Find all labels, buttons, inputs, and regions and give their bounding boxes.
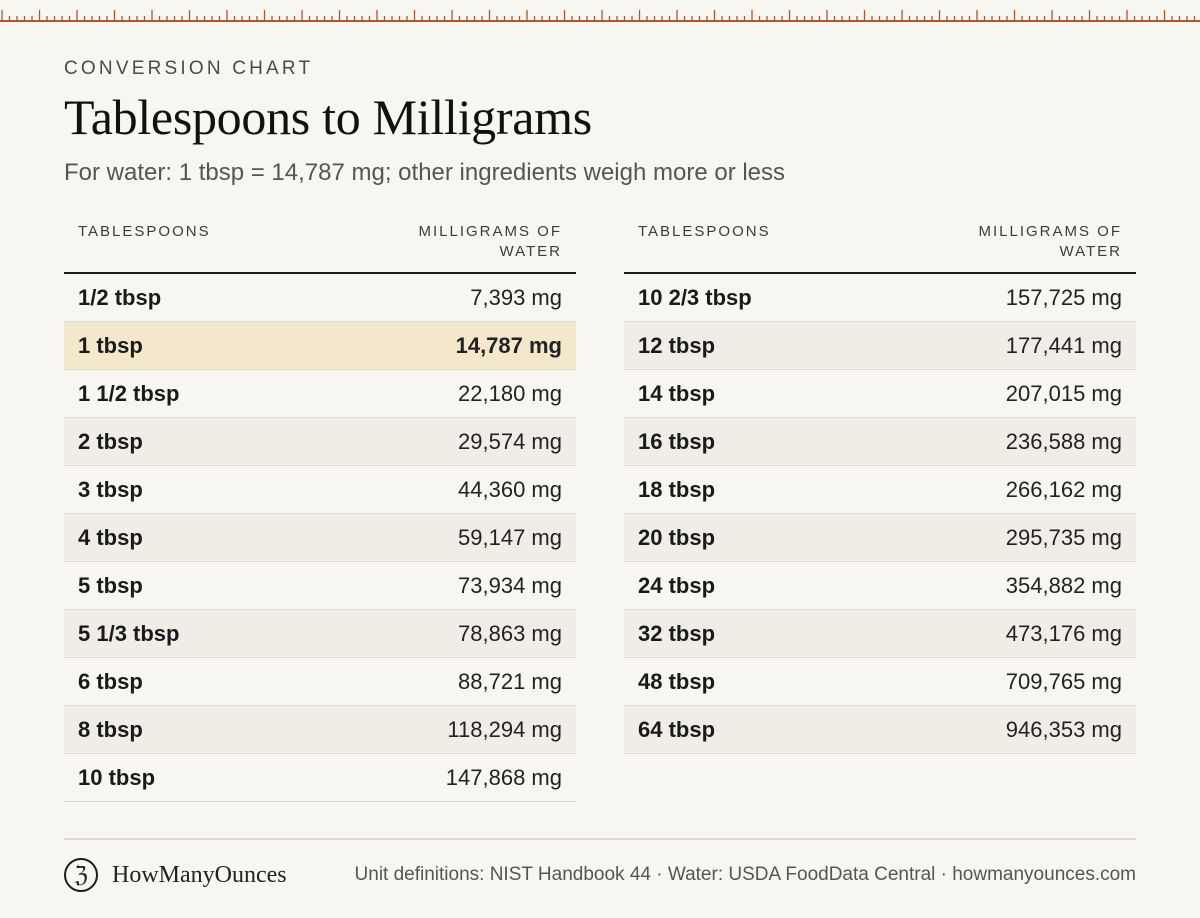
tablespoons-cell: 3 tbsp	[78, 476, 143, 502]
table-row: 8 tbsp 118,294 mg	[64, 706, 576, 754]
tablespoons-cell: 2 tbsp	[78, 428, 143, 454]
column-header-line: WATER	[499, 243, 562, 260]
table-body: 1/2 tbsp 7,393 mg 1 tbsp 14,787 mg 1 1/2 tbs…	[64, 274, 576, 802]
column-header-line: WATER	[1059, 243, 1122, 260]
table-row: 1/2 tbsp 7,393 mg	[64, 274, 576, 322]
table-row: 18 tbsp 266,162 mg	[624, 466, 1136, 514]
conversion-table-left: TABLESPOONS MILLIGRAMS OF WATER 1/2 tbsp…	[64, 220, 576, 802]
table-row: 14 tbsp 207,015 mg	[624, 370, 1136, 418]
page-subtitle: For water: 1 tbsp = 14,787 mg; other ing…	[64, 159, 786, 186]
milligrams-cell: 236,588 mg	[1005, 428, 1122, 454]
ruler-ticks	[1, 10, 1196, 22]
tablespoons-cell: 1 1/2 tbsp	[78, 380, 180, 406]
table-row: 2 tbsp 29,574 mg	[64, 418, 576, 466]
milligrams-cell: 157,725 mg	[1005, 284, 1122, 310]
tablespoons-cell: 5 1/3 tbsp	[78, 620, 180, 646]
brand-logo-icon: ℨ	[64, 858, 98, 892]
tablespoons-cell: 1/2 tbsp	[78, 284, 162, 310]
tablespoons-cell: 10 2/3 tbsp	[638, 284, 752, 310]
table-row: 24 tbsp 354,882 mg	[624, 562, 1136, 610]
table-row: 5 tbsp 73,934 mg	[64, 562, 576, 610]
milligrams-cell: 946,353 mg	[1005, 716, 1122, 742]
table-row: 10 tbsp 147,868 mg	[64, 754, 576, 802]
column-header-line: MILLIGRAMS OF	[978, 223, 1122, 240]
tablespoons-cell: 8 tbsp	[78, 716, 143, 742]
conversion-table-right: TABLESPOONS MILLIGRAMS OF WATER 10 2/3 t…	[624, 220, 1136, 754]
milligrams-cell: 22,180 mg	[458, 380, 562, 406]
tablespoons-cell: 12 tbsp	[638, 332, 716, 358]
ruler-decoration	[0, 0, 1200, 22]
table-row: 6 tbsp 88,721 mg	[64, 658, 576, 706]
column-header-milligrams: MILLIGRAMS OF WATER	[418, 222, 562, 272]
tablespoons-cell: 1 tbsp	[78, 332, 143, 358]
table-row: 64 tbsp 946,353 mg	[624, 706, 1136, 754]
eyebrow-label: CONVERSION CHART	[64, 58, 314, 79]
milligrams-cell: 14,787 mg	[455, 332, 562, 358]
tablespoons-cell: 16 tbsp	[638, 428, 716, 454]
brand-logo[interactable]: ℨ HowManyOunces	[64, 858, 287, 892]
tablespoons-cell: 4 tbsp	[78, 524, 143, 550]
milligrams-cell: 88,721 mg	[458, 668, 562, 694]
milligrams-cell: 177,441 mg	[1005, 332, 1122, 358]
tablespoons-cell: 18 tbsp	[638, 476, 716, 502]
column-header-line: MILLIGRAMS OF	[418, 223, 562, 240]
table-row: 3 tbsp 44,360 mg	[64, 466, 576, 514]
tablespoons-cell: 6 tbsp	[78, 668, 143, 694]
milligrams-cell: 473,176 mg	[1005, 620, 1122, 646]
table-row: 1 tbsp 14,787 mg	[64, 322, 576, 370]
milligrams-cell: 118,294 mg	[447, 716, 562, 742]
column-header-tablespoons: TABLESPOONS	[78, 223, 211, 240]
table-row: 4 tbsp 59,147 mg	[64, 514, 576, 562]
table-header: TABLESPOONS MILLIGRAMS OF WATER	[624, 220, 1136, 274]
tablespoons-cell: 20 tbsp	[638, 524, 716, 550]
column-header-milligrams: MILLIGRAMS OF WATER	[978, 222, 1122, 272]
tablespoons-cell: 10 tbsp	[78, 764, 156, 790]
milligrams-cell: 295,735 mg	[1005, 524, 1122, 550]
tablespoons-cell: 24 tbsp	[638, 572, 716, 598]
table-row: 12 tbsp 177,441 mg	[624, 322, 1136, 370]
table-row: 10 2/3 tbsp 157,725 mg	[624, 274, 1136, 322]
tablespoons-cell: 14 tbsp	[638, 380, 716, 406]
brand-name: HowManyOunces	[112, 861, 287, 888]
tablespoons-cell: 5 tbsp	[78, 572, 143, 598]
tablespoons-cell: 32 tbsp	[638, 620, 716, 646]
milligrams-cell: 44,360 mg	[458, 476, 562, 502]
table-row: 32 tbsp 473,176 mg	[624, 610, 1136, 658]
milligrams-cell: 709,765 mg	[1005, 668, 1122, 694]
milligrams-cell: 266,162 mg	[1005, 476, 1122, 502]
page-title: Tablespoons to Milligrams	[64, 89, 592, 145]
table-row: 5 1/3 tbsp 78,863 mg	[64, 610, 576, 658]
milligrams-cell: 73,934 mg	[458, 572, 562, 598]
milligrams-cell: 29,574 mg	[458, 428, 562, 454]
table-body: 10 2/3 tbsp 157,725 mg 12 tbsp 177,441 mg 14…	[624, 274, 1136, 754]
column-header-tablespoons: TABLESPOONS	[638, 223, 771, 240]
footer-divider	[64, 838, 1136, 840]
milligrams-cell: 354,882 mg	[1005, 572, 1122, 598]
milligrams-cell: 147,868 mg	[445, 764, 562, 790]
table-row: 16 tbsp 236,588 mg	[624, 418, 1136, 466]
table-row: 1 1/2 tbsp 22,180 mg	[64, 370, 576, 418]
table-row: 48 tbsp 709,765 mg	[624, 658, 1136, 706]
milligrams-cell: 78,863 mg	[458, 620, 562, 646]
tablespoons-cell: 64 tbsp	[638, 716, 716, 742]
table-row: 20 tbsp 295,735 mg	[624, 514, 1136, 562]
milligrams-cell: 207,015 mg	[1005, 380, 1122, 406]
milligrams-cell: 7,393 mg	[470, 284, 562, 310]
milligrams-cell: 59,147 mg	[458, 524, 562, 550]
source-credits: Unit definitions: NIST Handbook 44 · Wat…	[354, 864, 1136, 885]
tablespoons-cell: 48 tbsp	[638, 668, 716, 694]
table-header: TABLESPOONS MILLIGRAMS OF WATER	[64, 220, 576, 274]
